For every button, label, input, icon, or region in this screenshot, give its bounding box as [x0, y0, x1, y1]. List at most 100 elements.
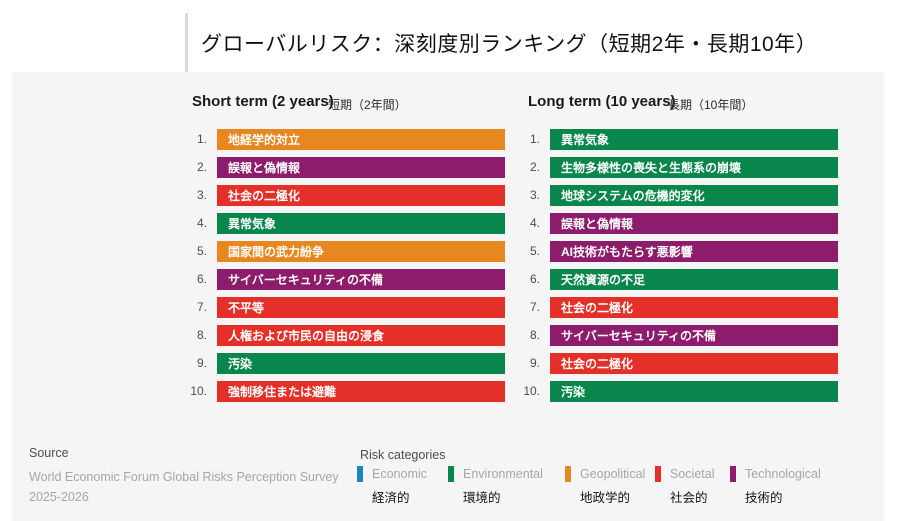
- legend-label-ja: 社会的: [670, 491, 708, 505]
- legend-label-en: Technological: [745, 467, 821, 481]
- risk-bar-label: 地経学的対立: [228, 133, 301, 147]
- risk-row: 3. 社会の二極化: [171, 185, 505, 206]
- risk-rank: 3.: [196, 188, 207, 202]
- legend-item-geopolitical[interactable]: Geopolitical 地政学的: [565, 466, 645, 506]
- source-text: World Economic Forum Global Risks Percep…: [29, 470, 339, 484]
- risk-bar-label: 人権および市民の自由の浸食: [228, 329, 385, 343]
- risk-bar[interactable]: AI技術がもたらす悪影響: [550, 241, 838, 262]
- risk-bar-label: 不平等: [228, 301, 265, 315]
- risk-bar[interactable]: 異常気象: [217, 213, 505, 234]
- risk-bar[interactable]: 汚染: [550, 381, 838, 402]
- risk-rank: 6.: [529, 272, 540, 286]
- risk-row: 1. 異常気象: [504, 129, 838, 150]
- risk-bar[interactable]: 社会の二極化: [550, 353, 838, 374]
- risk-bar[interactable]: 国家間の武力紛争: [217, 241, 505, 262]
- short-term-list: 1. 地経学的対立 2. 誤報と偽情報 3. 社会の二極化 4. 異常気象 5.…: [171, 129, 505, 409]
- risk-row: 7. 不平等: [171, 297, 505, 318]
- source-years: 2025-2026: [29, 490, 89, 504]
- risk-rank: 5.: [196, 244, 207, 258]
- risk-row: 3. 地球システムの危機的変化: [504, 185, 838, 206]
- risk-bar-label: 誤報と偽情報: [561, 217, 634, 231]
- environmental-swatch-icon: [448, 466, 454, 482]
- risk-bar-label: 地球システムの危機的変化: [561, 189, 705, 203]
- risk-rank: 10.: [190, 384, 207, 398]
- risk-bar[interactable]: 誤報と偽情報: [550, 213, 838, 234]
- legend-item-technological[interactable]: Technological 技術的: [730, 466, 821, 506]
- risk-rank: 7.: [529, 300, 540, 314]
- risk-rank: 9.: [529, 356, 540, 370]
- risk-row: 8. サイバーセキュリティの不備: [504, 325, 838, 346]
- risk-bar[interactable]: 地経学的対立: [217, 129, 505, 150]
- risk-bar[interactable]: 地球システムの危機的変化: [550, 185, 838, 206]
- risk-bar-label: 汚染: [228, 357, 253, 371]
- risk-row: 6. 天然資源の不足: [504, 269, 838, 290]
- risk-rank: 1.: [529, 132, 540, 146]
- risk-row: 5. AI技術がもたらす悪影響: [504, 241, 838, 262]
- legend-item-environmental[interactable]: Environmental 環境的: [448, 466, 543, 506]
- risk-row: 8. 人権および市民の自由の浸食: [171, 325, 505, 346]
- risk-bar-label: 天然資源の不足: [561, 273, 646, 287]
- geopolitical-swatch-icon: [565, 466, 571, 482]
- risk-bar[interactable]: 不平等: [217, 297, 505, 318]
- risk-rank: 1.: [196, 132, 207, 146]
- chart-title-block: グローバルリスク：深刻度別ランキング（短期2年・長期10年）: [185, 13, 817, 73]
- page-title: グローバルリスク：深刻度別ランキング（短期2年・長期10年）: [201, 33, 818, 56]
- risk-row: 4. 異常気象: [171, 213, 505, 234]
- risk-rank: 6.: [196, 272, 207, 286]
- risk-rank: 3.: [529, 188, 540, 202]
- risk-row: 2. 生物多様性の喪失と生態系の崩壊: [504, 157, 838, 178]
- risk-rank: 8.: [196, 328, 207, 342]
- risk-bar-label: サイバーセキュリティの不備: [228, 273, 384, 287]
- risk-bar-label: 汚染: [561, 385, 586, 399]
- risk-row: 9. 汚染: [171, 353, 505, 374]
- risk-bar[interactable]: サイバーセキュリティの不備: [550, 325, 838, 346]
- risk-bar[interactable]: 誤報と偽情報: [217, 157, 505, 178]
- risk-rank: 7.: [196, 300, 207, 314]
- risk-bar[interactable]: サイバーセキュリティの不備: [217, 269, 505, 290]
- risk-bar-label: 生物多様性の喪失と生態系の崩壊: [561, 161, 742, 175]
- risk-bar-label: 社会の二極化: [228, 189, 301, 203]
- risk-bar[interactable]: 人権および市民の自由の浸食: [217, 325, 505, 346]
- short-term-header: Short term (2 years): [192, 93, 334, 110]
- source-label: Source: [29, 446, 69, 460]
- risk-bar[interactable]: 生物多様性の喪失と生態系の崩壊: [550, 157, 838, 178]
- risk-bar[interactable]: 異常気象: [550, 129, 838, 150]
- risk-row: 6. サイバーセキュリティの不備: [171, 269, 505, 290]
- short-term-header-ja: 短期（2年間）: [328, 98, 407, 112]
- risk-bar-label: 社会の二極化: [561, 357, 634, 371]
- legend-label-ja: 経済的: [372, 491, 410, 505]
- risk-bar-label: 異常気象: [561, 133, 610, 147]
- risk-bar-label: 誤報と偽情報: [228, 161, 301, 175]
- risk-rank: 8.: [529, 328, 540, 342]
- risk-rank: 4.: [196, 216, 207, 230]
- legend-title: Risk categories: [360, 448, 446, 462]
- long-term-list: 1. 異常気象 2. 生物多様性の喪失と生態系の崩壊 3. 地球システムの危機的…: [504, 129, 838, 409]
- risk-row: 5. 国家間の武力紛争: [171, 241, 505, 262]
- risk-bar[interactable]: 社会の二極化: [550, 297, 838, 318]
- legend-item-economic[interactable]: Economic 経済的: [357, 466, 427, 506]
- risk-rank: 5.: [529, 244, 540, 258]
- long-term-header: Long term (10 years): [528, 93, 676, 110]
- risk-row: 2. 誤報と偽情報: [171, 157, 505, 178]
- risk-bar-label: 異常気象: [228, 217, 277, 231]
- risk-rank: 2.: [529, 160, 540, 174]
- legend-label-en: Societal: [670, 467, 715, 481]
- legend-label-ja: 環境的: [463, 491, 501, 505]
- risk-bar[interactable]: 天然資源の不足: [550, 269, 838, 290]
- chart-panel: Short term (2 years) 短期（2年間） Long term (…: [12, 72, 884, 521]
- legend-label-en: Economic: [372, 467, 427, 481]
- risk-rank: 10.: [523, 384, 540, 398]
- legend-item-societal[interactable]: Societal 社会的: [655, 466, 714, 506]
- risk-row: 1. 地経学的対立: [171, 129, 505, 150]
- risk-bar[interactable]: 強制移住または避難: [217, 381, 505, 402]
- source-block: Source World Economic Forum Global Risks…: [29, 446, 339, 507]
- technological-swatch-icon: [730, 466, 736, 482]
- risk-bar[interactable]: 社会の二極化: [217, 185, 505, 206]
- risk-bar[interactable]: 汚染: [217, 353, 505, 374]
- risk-rank: 2.: [196, 160, 207, 174]
- risk-row: 7. 社会の二極化: [504, 297, 838, 318]
- risk-bar-label: サイバーセキュリティの不備: [561, 329, 717, 343]
- societal-swatch-icon: [655, 466, 661, 482]
- risk-rank: 9.: [196, 356, 207, 370]
